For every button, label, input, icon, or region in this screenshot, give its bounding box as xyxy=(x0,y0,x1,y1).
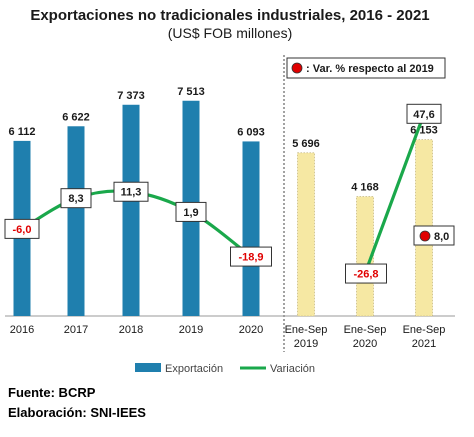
bar-value-label: 6 093 xyxy=(237,126,265,138)
bar-2017 xyxy=(67,126,85,317)
bar-2020 xyxy=(242,141,260,316)
bar-ene-sep-2020 xyxy=(356,196,374,317)
x-tick-label: 2017 xyxy=(64,324,88,336)
red-dot-icon xyxy=(291,62,303,74)
variation-value-label: -18,9 xyxy=(238,252,263,264)
annotation-legend: : Var. % respecto al 2019 xyxy=(286,57,446,79)
x-tick-label: Ene-Sep xyxy=(403,324,446,336)
bar-value-label: 6 622 xyxy=(62,111,90,123)
x-tick-label: 2019 xyxy=(179,324,203,336)
x-tick-label: 2021 xyxy=(412,338,436,350)
source-note: Fuente: BCRP xyxy=(8,385,96,400)
bar-value-label: 6 153 xyxy=(410,125,438,137)
x-tick-label: 2020 xyxy=(353,338,377,350)
variation-value-label: -6,0 xyxy=(13,224,32,236)
variation-label-box xyxy=(345,263,387,284)
x-tick-label: Ene-Sep xyxy=(344,324,387,336)
annotation-box xyxy=(286,57,446,79)
annotation-value-group: 8,0 xyxy=(413,225,455,246)
variation-line-partial xyxy=(363,112,426,276)
legend-label-exportacion: Exportación xyxy=(165,363,223,375)
legend-bar-swatch xyxy=(135,363,161,372)
variation-labels-group: -6,0 8,3 11,3 1,9 -18,9 -26,8 47,6 xyxy=(4,103,442,284)
bar-value-label: 6 112 xyxy=(9,126,36,138)
bar-value-label: 7 373 xyxy=(117,90,145,102)
bar-2018 xyxy=(122,104,140,316)
bar-ene-sep-2019 xyxy=(297,152,315,317)
x-tick-label: 2019 xyxy=(294,338,318,350)
chart-subtitle: (US$ FOB millones) xyxy=(168,25,292,41)
variation-label-box xyxy=(406,103,442,124)
variation-label-box xyxy=(4,218,40,239)
x-tick-label: 2018 xyxy=(119,324,143,336)
x-tick-label: 2020 xyxy=(239,324,263,336)
x-tick-label: Ene-Sep xyxy=(285,324,328,336)
variation-value-label: 11,3 xyxy=(121,187,142,199)
annotation-value-label: 8,0 xyxy=(434,231,449,243)
bar-value-label: 7 513 xyxy=(177,86,205,98)
variation-label-box xyxy=(113,181,149,202)
variation-value-label: 1,9 xyxy=(183,207,198,219)
chart-title: Exportaciones no tradicionales industria… xyxy=(30,7,429,24)
variation-label-box xyxy=(230,246,272,267)
prepared-by-note: Elaboración: SNI-IEES xyxy=(8,405,146,420)
x-tick-labels-group: 2016 2017 2018 2019 2020 Ene-Sep 2019 Ene-Sep 20… xyxy=(10,324,446,350)
variation-value-label: 8,3 xyxy=(68,193,83,205)
x-tick-label: 2016 xyxy=(10,324,34,336)
legend-label-variacion: Variación xyxy=(270,363,315,375)
variation-label-box xyxy=(60,188,92,209)
variation-value-label: -26,8 xyxy=(353,269,378,281)
annotation-text: : Var. % respecto al 2019 xyxy=(306,63,434,75)
bar-value-label: 5 696 xyxy=(292,138,320,150)
variation-value-label: 47,6 xyxy=(413,109,434,121)
bar-value-label: 4 168 xyxy=(351,182,379,194)
annotation-value-dot-icon xyxy=(419,230,431,242)
variation-label-box xyxy=(175,201,207,222)
legend: Exportación Variación xyxy=(135,363,315,375)
bars-group xyxy=(13,100,433,317)
